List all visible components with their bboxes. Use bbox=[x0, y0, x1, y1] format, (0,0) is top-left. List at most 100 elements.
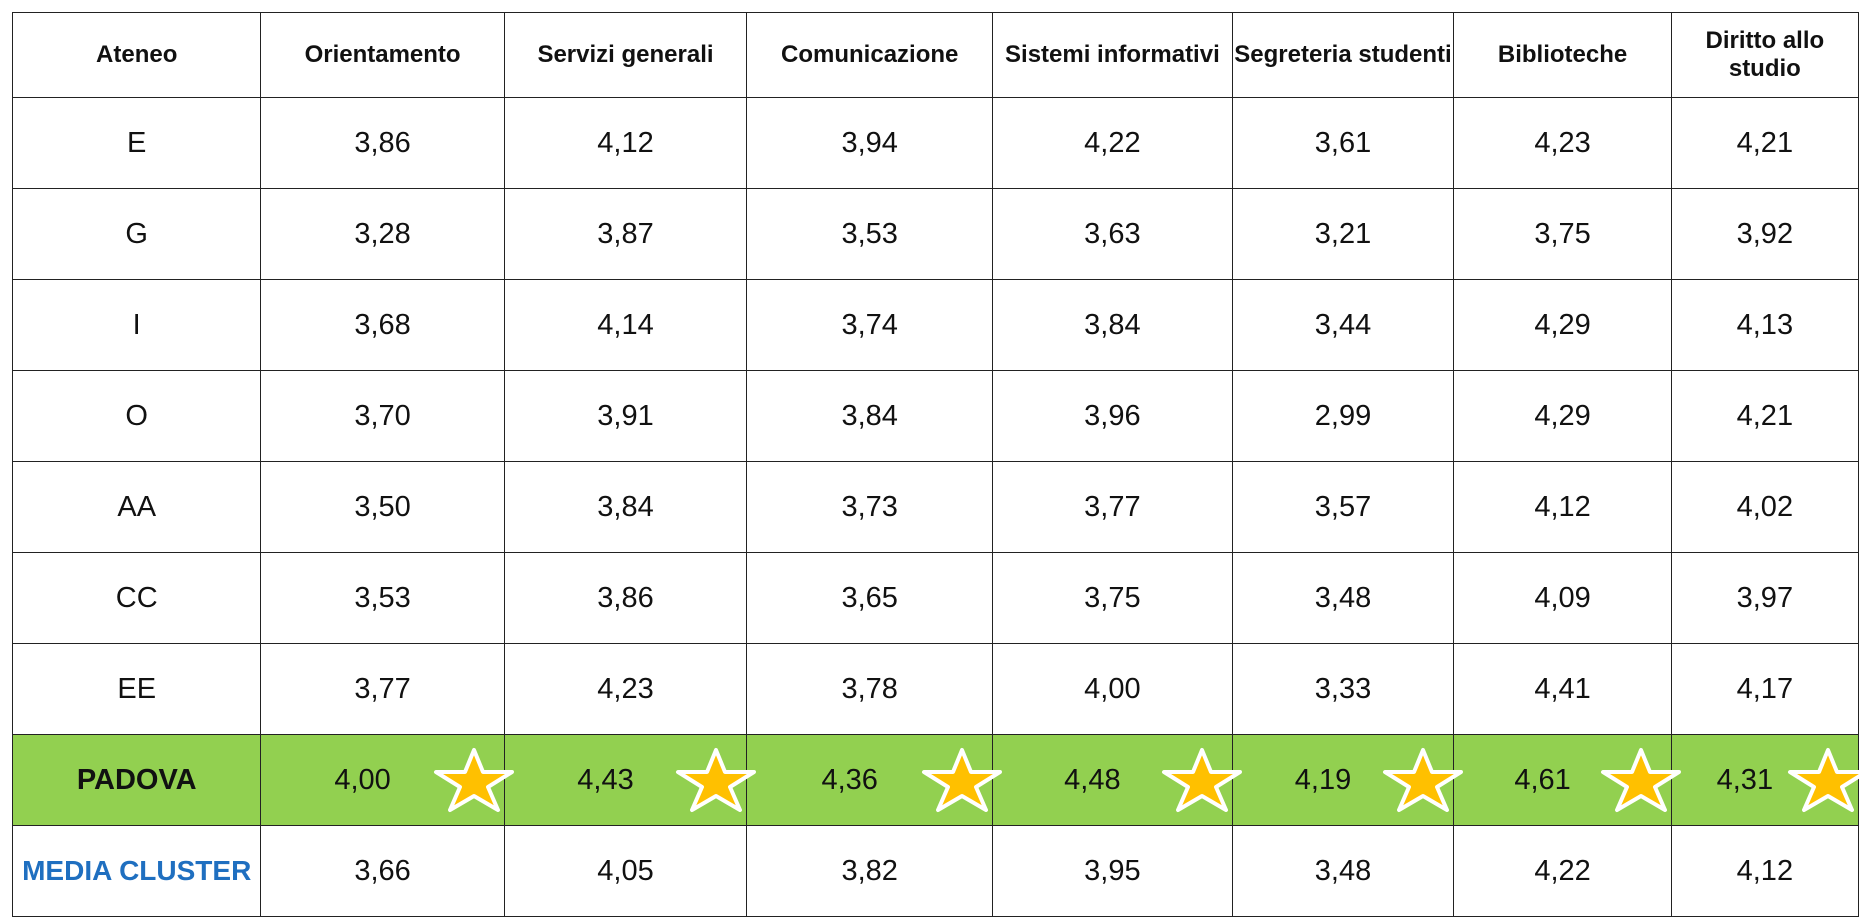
value-cell: 3,66 bbox=[260, 825, 505, 917]
value-cell: 3,91 bbox=[503, 370, 748, 462]
value-cell: 4,23 bbox=[1453, 97, 1672, 189]
header-cell: Ateneo bbox=[11, 12, 262, 98]
header-cell: Orientamento bbox=[260, 12, 505, 98]
value-cell: 4,61 bbox=[1453, 734, 1681, 826]
value-cell: 4,19 bbox=[1231, 734, 1464, 826]
value-cell: 3,57 bbox=[1231, 461, 1455, 553]
value-cell: 4,05 bbox=[503, 825, 748, 917]
table-row: I 3,68 4,14 3,74 3,84 3,44 4,29 4,13 bbox=[11, 279, 1859, 371]
value: 4,43 bbox=[577, 763, 634, 796]
value-cell: 4,48 bbox=[992, 734, 1242, 826]
value-cell: 3,78 bbox=[746, 643, 994, 735]
star-icon bbox=[1383, 748, 1464, 812]
row-label: AA bbox=[11, 461, 262, 553]
header-cell: Servizi generali bbox=[503, 12, 748, 98]
value-cell: 3,53 bbox=[260, 552, 505, 644]
value-cell: 3,86 bbox=[260, 97, 505, 189]
value-cell: 4,22 bbox=[1453, 825, 1672, 917]
value-cell: 3,77 bbox=[992, 461, 1233, 553]
row-label: CC bbox=[11, 552, 262, 644]
value: 4,19 bbox=[1294, 763, 1352, 796]
value-cell: 3,70 bbox=[260, 370, 505, 462]
star-icon bbox=[433, 748, 514, 812]
value-cell: 3,53 bbox=[746, 188, 994, 280]
value-cell: 4,21 bbox=[1670, 370, 1859, 462]
value-cell: 4,29 bbox=[1453, 279, 1672, 371]
value-cell: 4,12 bbox=[503, 97, 748, 189]
value: 4,61 bbox=[1514, 763, 1571, 796]
value: 4,48 bbox=[1064, 763, 1121, 796]
value-cell: 3,74 bbox=[746, 279, 994, 371]
value-cell: 3,92 bbox=[1670, 188, 1859, 280]
value-cell: 3,65 bbox=[746, 552, 994, 644]
header-cell: Biblioteche bbox=[1453, 12, 1672, 98]
table-row: PADOVA 4,00 4,43 4,36 4,48 4,19 4,61 4,31 bbox=[11, 734, 1859, 826]
value: 4,31 bbox=[1716, 763, 1774, 796]
cell-content: 4,36 bbox=[747, 735, 1003, 825]
value-cell: 3,86 bbox=[503, 552, 748, 644]
table-row: AA 3,50 3,84 3,73 3,77 3,57 4,12 4,02 bbox=[11, 461, 1859, 553]
cell-content: 4,31 bbox=[1672, 735, 1859, 825]
value-cell: 4,31 bbox=[1670, 734, 1859, 826]
value-cell: 3,96 bbox=[992, 370, 1233, 462]
value-cell: 4,22 bbox=[992, 97, 1233, 189]
value-cell: 3,61 bbox=[1231, 97, 1455, 189]
table-row: CC 3,53 3,86 3,65 3,75 3,48 4,09 3,97 bbox=[11, 552, 1859, 644]
value-cell: 3,28 bbox=[260, 188, 505, 280]
value-cell: 3,77 bbox=[260, 643, 505, 735]
header-cell: Comunicazione bbox=[746, 12, 994, 98]
value: 4,00 bbox=[334, 763, 391, 796]
star-icon bbox=[676, 748, 757, 812]
value-cell: 4,21 bbox=[1670, 97, 1859, 189]
value-cell: 3,48 bbox=[1231, 552, 1455, 644]
row-label: E bbox=[11, 97, 262, 189]
row-label: O bbox=[11, 370, 262, 462]
value-cell: 3,75 bbox=[1453, 188, 1672, 280]
value-cell: 3,33 bbox=[1231, 643, 1455, 735]
table-row: E 3,86 4,12 3,94 4,22 3,61 4,23 4,21 bbox=[11, 97, 1859, 189]
value-cell: 4,23 bbox=[503, 643, 748, 735]
header-cell: Segreteria studenti bbox=[1231, 12, 1455, 98]
value-cell: 3,48 bbox=[1231, 825, 1455, 917]
table-row: MEDIA CLUSTER 3,66 4,05 3,82 3,95 3,48 4,22 4,1… bbox=[11, 825, 1859, 917]
value-cell: 3,21 bbox=[1231, 188, 1455, 280]
ranking-table: Ateneo Orientamento Servizi generali Comuni… bbox=[11, 12, 1859, 917]
header-cell: Sistemi informativi bbox=[992, 12, 1233, 98]
table-row: EE 3,77 4,23 3,78 4,00 3,33 4,41 4,17 bbox=[11, 643, 1859, 735]
value-cell: 3,82 bbox=[746, 825, 994, 917]
value-cell: 4,02 bbox=[1670, 461, 1859, 553]
cell-content: 4,43 bbox=[505, 735, 757, 825]
value-cell: 3,84 bbox=[503, 461, 748, 553]
value-cell: 4,09 bbox=[1453, 552, 1672, 644]
row-label: EE bbox=[11, 643, 262, 735]
row-label: PADOVA bbox=[11, 734, 262, 826]
value-cell: 3,84 bbox=[746, 370, 994, 462]
value-cell: 3,84 bbox=[992, 279, 1233, 371]
value-cell: 3,87 bbox=[503, 188, 748, 280]
value-cell: 4,00 bbox=[992, 643, 1233, 735]
star-icon bbox=[1788, 748, 1859, 812]
value-cell: 4,14 bbox=[503, 279, 748, 371]
value-cell: 3,68 bbox=[260, 279, 505, 371]
row-label: MEDIA CLUSTER bbox=[11, 825, 262, 917]
cell-content: 4,48 bbox=[993, 735, 1242, 825]
value-cell: 3,94 bbox=[746, 97, 994, 189]
value-cell: 4,00 bbox=[260, 734, 514, 826]
cell-content: 4,19 bbox=[1233, 735, 1464, 825]
table-row: G 3,28 3,87 3,53 3,63 3,21 3,75 3,92 bbox=[11, 188, 1859, 280]
value-cell: 3,73 bbox=[746, 461, 994, 553]
value-cell: 3,95 bbox=[992, 825, 1233, 917]
value-cell: 4,13 bbox=[1670, 279, 1859, 371]
value-cell: 4,36 bbox=[746, 734, 1003, 826]
value-cell: 3,63 bbox=[992, 188, 1233, 280]
value-cell: 4,43 bbox=[503, 734, 757, 826]
value-cell: 4,41 bbox=[1453, 643, 1672, 735]
value-cell: 4,12 bbox=[1453, 461, 1672, 553]
value-cell: 3,50 bbox=[260, 461, 505, 553]
value: 4,36 bbox=[821, 763, 878, 796]
value-cell: 3,44 bbox=[1231, 279, 1455, 371]
value-cell: 4,17 bbox=[1670, 643, 1859, 735]
row-label: I bbox=[11, 279, 262, 371]
header-cell: Diritto allo studio bbox=[1670, 12, 1859, 98]
